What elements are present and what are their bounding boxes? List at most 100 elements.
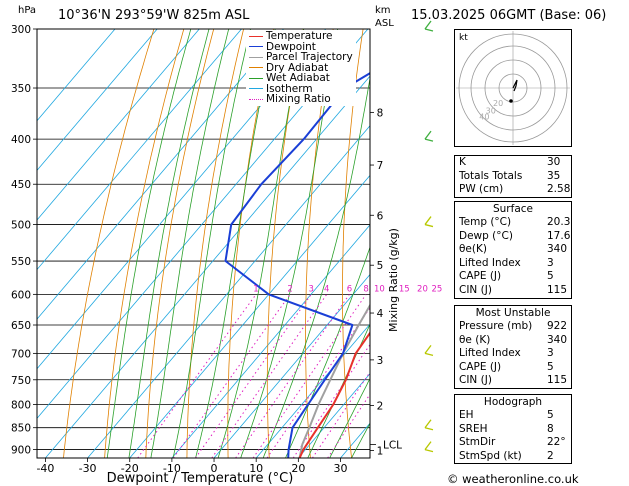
- legend-swatch: [249, 88, 263, 90]
- x-tick-label: -20: [121, 462, 139, 475]
- row-label: PW (cm): [459, 183, 504, 196]
- hodograph-ring-label: 40: [479, 113, 489, 122]
- x-tick-label: 0: [211, 462, 218, 475]
- isotherm-line: [37, 29, 200, 221]
- mixing-ratio-label: 2: [287, 284, 292, 294]
- wind-barb-flag: [424, 28, 434, 32]
- row-value: 2: [547, 449, 554, 462]
- row-value: 115: [547, 283, 568, 296]
- legend-label: Isotherm: [266, 82, 313, 95]
- km-tick-label: 3: [377, 355, 384, 367]
- copyright: © weatheronline.co.uk: [447, 472, 579, 486]
- row-label: Lifted Index: [459, 347, 521, 360]
- mixing-ratio-label: 10: [374, 284, 385, 294]
- row-label: CAPE (J): [459, 270, 502, 283]
- mixing-ratio-label: 20: [417, 284, 428, 294]
- panel-row: EH 5: [455, 409, 571, 423]
- wind-barb-flag: [424, 223, 434, 228]
- pressure-tick-label: 650: [11, 320, 31, 332]
- location-title: 10°36'N 293°59'W 825m ASL: [58, 8, 250, 23]
- wet-adiabat-line: [351, 422, 370, 458]
- legend-item: Temperature: [249, 31, 353, 42]
- pressure-tick-label: 450: [11, 179, 31, 191]
- panel-title: Hodograph: [483, 396, 543, 408]
- dry-adiabat-line: [413, 29, 434, 458]
- wind-barb: [424, 216, 434, 228]
- row-value: 340: [547, 243, 568, 256]
- row-label: CIN (J): [459, 374, 492, 387]
- dry-adiabat-line: [342, 29, 364, 458]
- indices-panel: K 30 Totals Totals 35 PW (cm) 2.58: [454, 155, 572, 198]
- row-label: CAPE (J): [459, 360, 502, 373]
- legend-label: Dry Adiabat: [266, 61, 329, 74]
- row-label: θe (K): [459, 333, 491, 346]
- pressure-tick-label: 850: [11, 423, 31, 435]
- legend-item: Dewpoint: [249, 40, 353, 53]
- wind-barb-flag: [424, 448, 434, 453]
- pressure-unit-label: hPa: [18, 5, 37, 16]
- wind-barb-shaft: [424, 20, 432, 30]
- legend-item: Wet Adiabat: [249, 73, 353, 84]
- panel-row: SREH 8: [455, 423, 571, 437]
- pressure-tick-label: 300: [11, 24, 31, 36]
- panel-row: Dewp (°C) 17.6: [455, 230, 571, 244]
- row-value: 5: [547, 409, 554, 421]
- panel-row: Pressure (mb) 922: [455, 320, 571, 334]
- row-value: 5: [547, 360, 554, 373]
- skewt-chart: 300350400450500550600650700750800850900 …: [11, 20, 450, 486]
- row-label: Lifted Index: [459, 256, 521, 269]
- legend-label: Wet Adiabat: [266, 72, 330, 85]
- km-tick-label: 6: [377, 210, 384, 222]
- mixing-ratio-line: [327, 393, 370, 458]
- wind-barb: [424, 441, 434, 453]
- dry-adiabat-line: [266, 29, 304, 458]
- panel-title: Most Unstable: [475, 307, 551, 319]
- row-label: SREH: [459, 422, 488, 435]
- hodograph-ring-label: 30: [486, 106, 496, 115]
- legend-swatch: [249, 56, 263, 58]
- isotherm-line: [255, 323, 370, 458]
- mixing-ratio-line: [211, 294, 328, 458]
- isotherm-line: [171, 224, 370, 458]
- plot-frame: [36, 28, 371, 459]
- row-value: 922: [547, 320, 568, 332]
- x-tick-label: 30: [333, 462, 347, 475]
- dry-adiabat-line: [104, 29, 185, 458]
- dry-adiabat-line: [447, 29, 450, 458]
- row-value: 2.58: [547, 183, 571, 196]
- mixing-ratio-line: [137, 294, 257, 458]
- panel-row: Totals Totals 35: [455, 170, 571, 184]
- row-value: 22°: [547, 436, 566, 449]
- wet-adiabat-line: [217, 29, 305, 458]
- isotherm-line: [37, 29, 158, 172]
- wet-adiabat-line: [150, 29, 230, 458]
- wind-barb-shaft: [424, 344, 432, 354]
- mixing-ratio-line: [292, 343, 370, 458]
- legend-label: Dewpoint: [266, 40, 316, 53]
- wet-adiabat-line: [106, 29, 192, 458]
- row-value: 17.6: [547, 229, 571, 242]
- mixing-ratio-line: [311, 371, 370, 458]
- dry-adiabat-line: [145, 29, 215, 458]
- panel-title: Surface: [492, 203, 533, 215]
- row-value: 30: [547, 156, 561, 168]
- legend-label: Parcel Trajectory: [266, 51, 353, 64]
- km-tick-label: 2: [377, 400, 384, 412]
- datetime-title: 15.03.2025 06GMT (Base: 06): [411, 8, 607, 23]
- panel-row: CAPE (J) 5: [455, 361, 571, 375]
- mixing-ratio-line: [235, 294, 350, 458]
- row-label: Dewp (°C): [459, 229, 513, 242]
- km-tick-label: 5: [377, 260, 384, 272]
- row-label: Pressure (mb): [459, 320, 533, 332]
- panel-row: θe(K) 340: [455, 243, 571, 257]
- isotherm-line: [297, 373, 370, 458]
- row-label: Totals Totals: [459, 169, 523, 182]
- panel-row: Temp (°C) 20.3: [455, 216, 571, 230]
- isotherm-line: [87, 125, 370, 458]
- panel-row: CIN (J) 115: [455, 284, 571, 298]
- wind-barb-shaft: [424, 216, 432, 225]
- pressure-tick-label: 550: [11, 256, 31, 268]
- wet-adiabat-line: [285, 245, 370, 458]
- km-tick-label: 4: [377, 308, 384, 320]
